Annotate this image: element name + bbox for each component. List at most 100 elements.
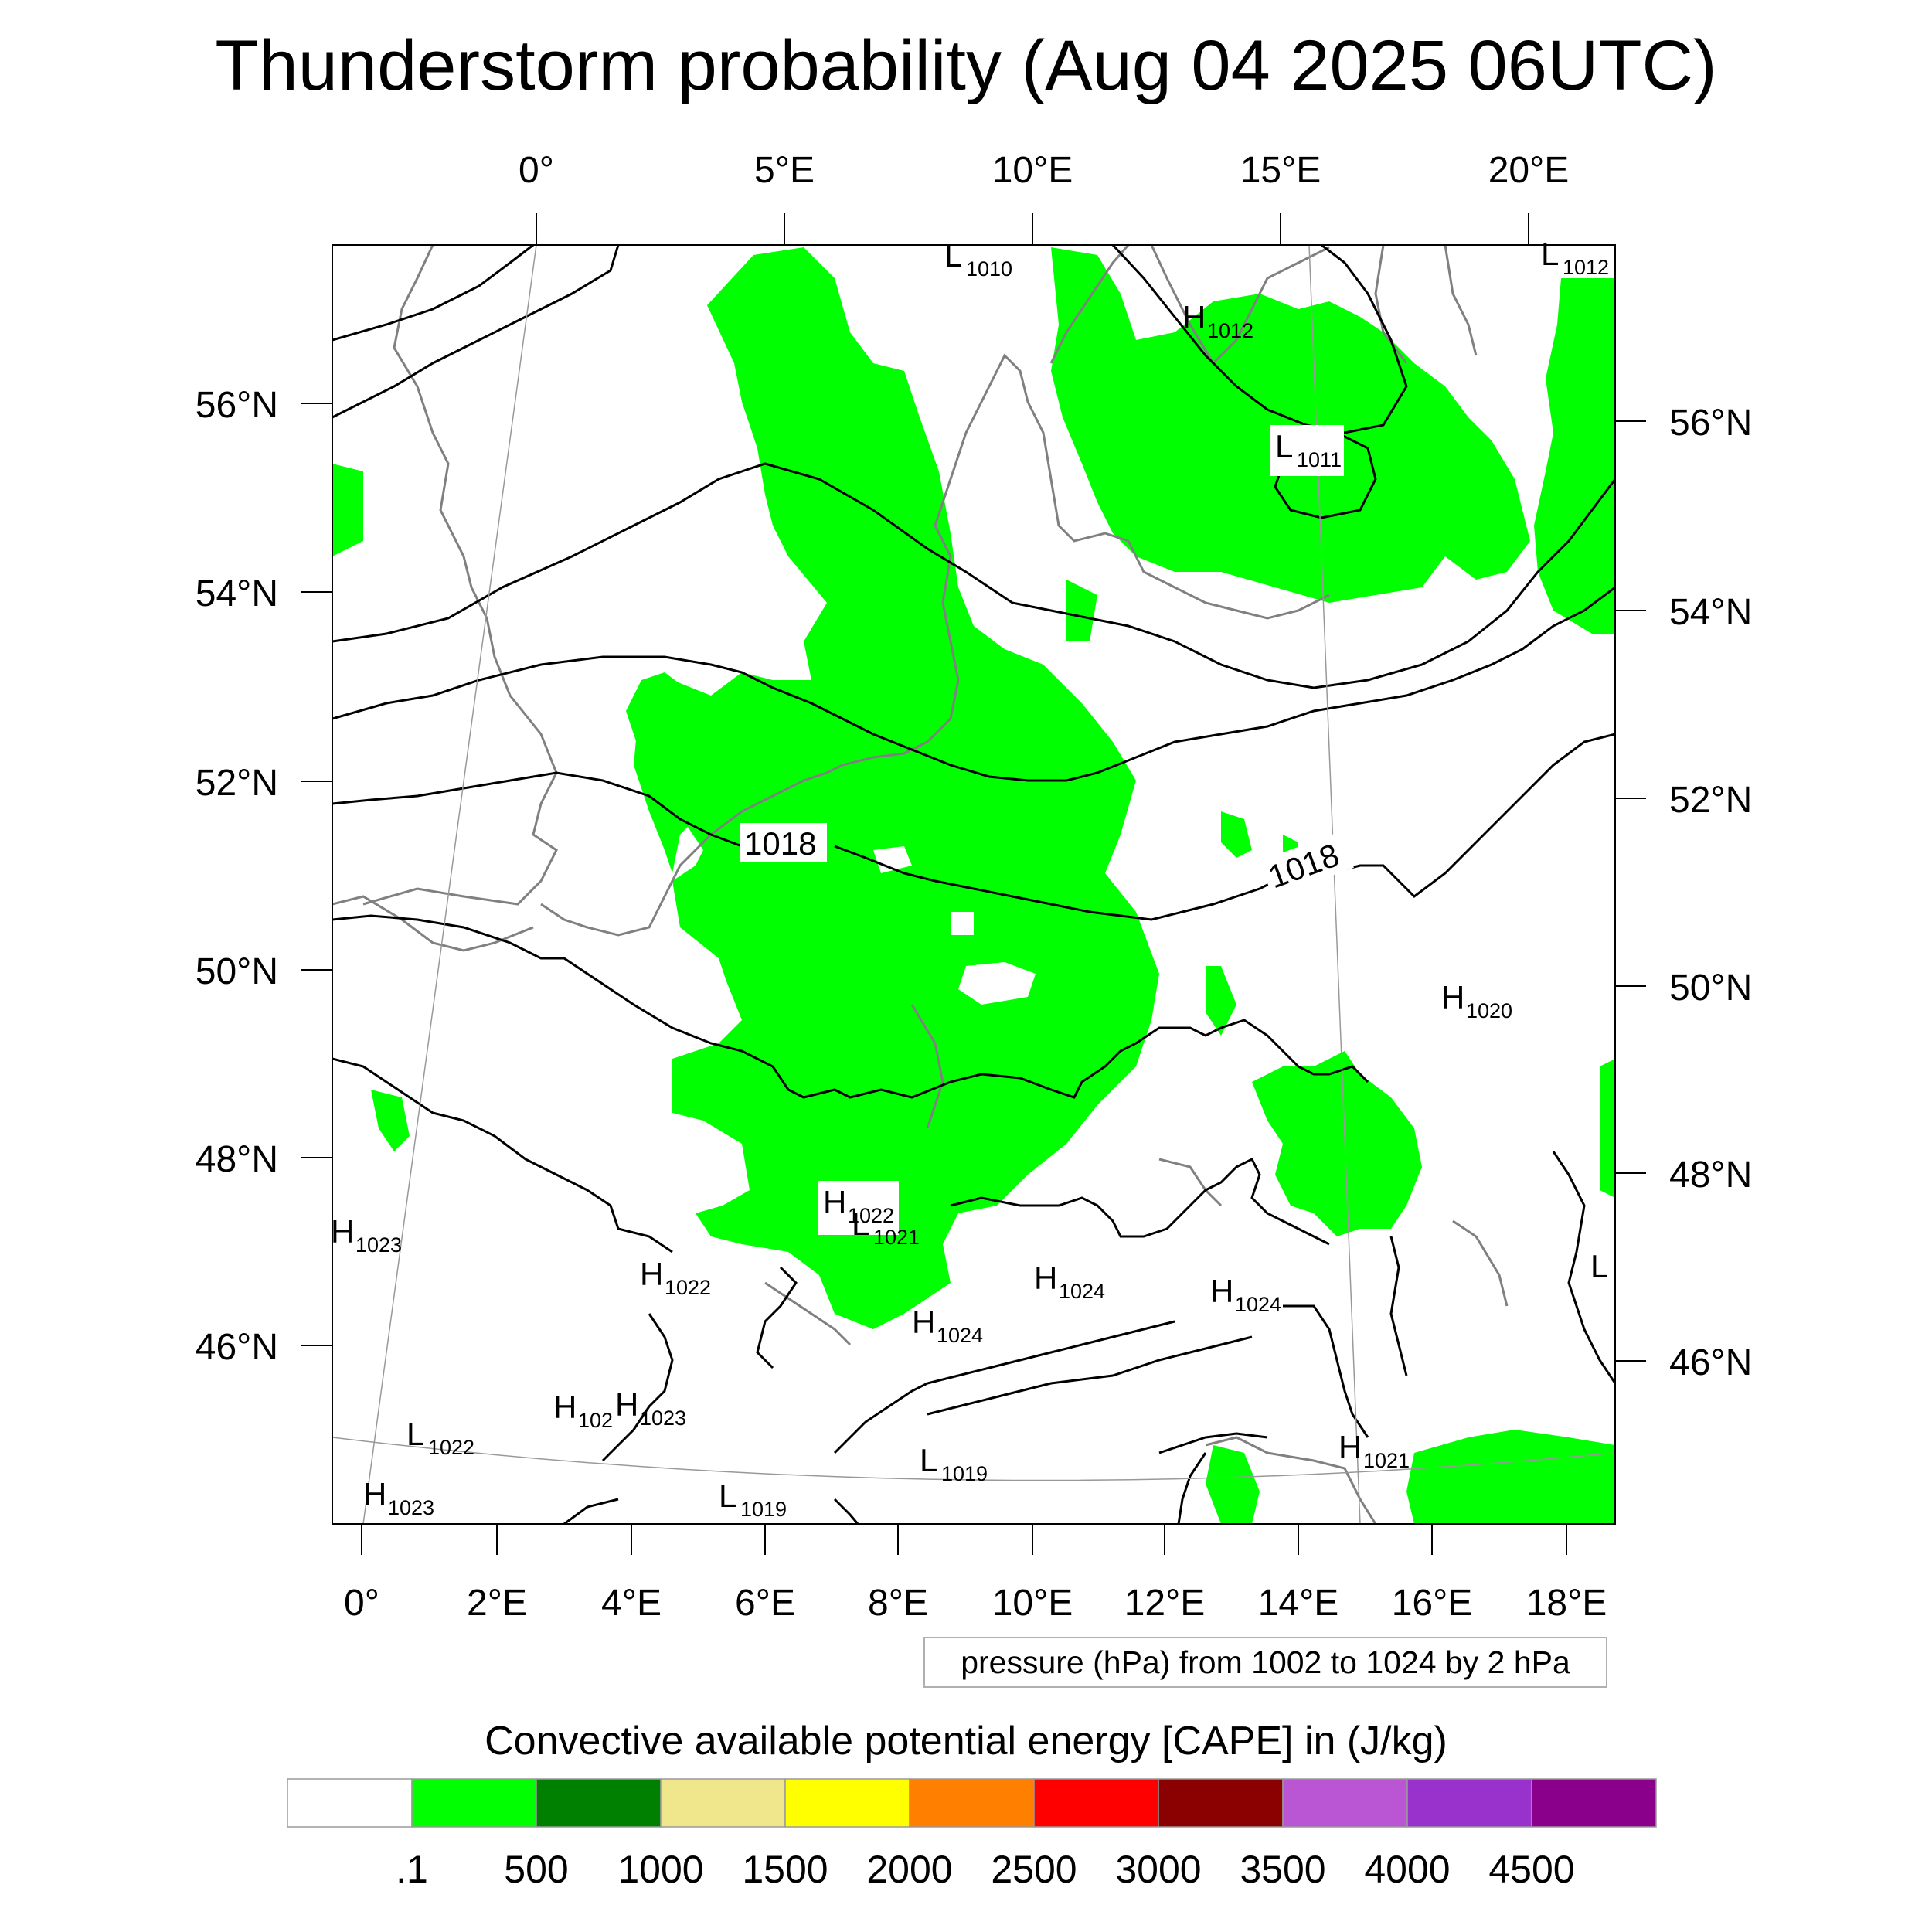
left-lat-label: 50°N [196, 951, 278, 992]
colorbar-swatch [1406, 1778, 1532, 1828]
right-lat-label: 50°N [1669, 968, 1752, 1009]
pressure-center-value: 1020 [1466, 999, 1512, 1022]
pressure-center-l: L 1011 [1270, 425, 1344, 476]
top-lon-label: 5°E [754, 150, 815, 191]
pressure-center-letter: H [1338, 1429, 1362, 1465]
pressure-center-h: H 1023 [331, 1213, 402, 1257]
colorbar-tick-label: 2000 [866, 1848, 952, 1891]
right-lat-label: 46°N [1669, 1342, 1752, 1383]
pressure-center-value: 102 [578, 1409, 613, 1432]
pressure-center-value: 1022 [428, 1436, 474, 1459]
colorbar-title: Convective available potential energy [C… [485, 1719, 1447, 1764]
pressure-center-h: H 1023 [363, 1476, 434, 1519]
pressure-center-letter: L [1541, 236, 1559, 272]
left-lat-label: 48°N [196, 1139, 278, 1180]
pressure-center-letter: L [1275, 428, 1293, 464]
pressure-center-l: L 1019 [920, 1442, 988, 1485]
pressure-center-h: H 1024 [912, 1304, 983, 1347]
pressure-center-value: 1021 [1363, 1449, 1410, 1472]
bottom-lon-label: 8°E [868, 1583, 928, 1624]
pressure-center-value: 1019 [941, 1462, 988, 1485]
pressure-center-letter: H [615, 1386, 638, 1423]
left-lat-labels: 56°N 54°N 52°N 50°N 48°N 46°N [196, 385, 278, 1368]
pressure-center-value: 1019 [740, 1498, 787, 1521]
pressure-centers: L 1010 L 1012 H 1012 L 1011 H 1020 H 102… [331, 236, 1609, 1521]
colorbar-tick-label: 1500 [742, 1848, 828, 1891]
top-lon-label: 15°E [1240, 150, 1321, 191]
pressure-center-letter: H [1182, 299, 1206, 335]
bottom-lon-label: 6°E [735, 1583, 795, 1624]
top-lon-label: 0° [519, 150, 554, 191]
left-lat-label: 54°N [196, 573, 278, 614]
pressure-center-h: H 1022 [640, 1256, 711, 1299]
pressure-center-letter: H [823, 1184, 846, 1220]
pressure-center-h: H 1012 [1182, 299, 1253, 342]
colorbar-tick-label: 3000 [1115, 1848, 1201, 1891]
left-lat-label: 56°N [196, 385, 278, 426]
right-lat-label: 56°N [1669, 403, 1752, 444]
bottom-lon-label: 12°E [1124, 1583, 1206, 1624]
pressure-center-value: 1024 [1059, 1280, 1105, 1303]
pressure-center-letter: L [944, 237, 962, 274]
pressure-center-h: H 1023 [615, 1386, 686, 1430]
top-lon-label: 20°E [1488, 150, 1570, 191]
pressure-center-l: L [1590, 1248, 1608, 1284]
pressure-center-letter: H [1210, 1273, 1233, 1309]
colorbar-tick-label: 1000 [617, 1848, 703, 1891]
colorbar-swatch [784, 1778, 910, 1828]
isobar-label: 1018 [744, 825, 816, 862]
pressure-center-value: 1023 [388, 1496, 434, 1519]
pressure-center-value: 1022 [665, 1276, 711, 1299]
bottom-lon-label: 16°E [1392, 1583, 1473, 1624]
pressure-center-h: H 1022 [818, 1181, 899, 1235]
colorbar: .1 500 1000 1500 2000 2500 3000 3500 4000 4500 [287, 1778, 1657, 1891]
colorbar-tick-label: .1 [396, 1848, 428, 1891]
colorbar-swatch [909, 1778, 1035, 1828]
pressure-center-letter: L [719, 1478, 736, 1514]
colorbar-tick-label: 500 [504, 1848, 568, 1891]
colorbar-tick-label: 4000 [1364, 1848, 1450, 1891]
pressure-center-letter: H [912, 1304, 935, 1340]
pressure-center-value: 1012 [1563, 256, 1609, 279]
pressure-center-l: L 1021 [852, 1206, 920, 1249]
pressure-center-letter: H [553, 1389, 577, 1425]
right-lat-label: 54°N [1669, 592, 1752, 633]
left-lat-label: 52°N [196, 763, 278, 804]
colorbar-swatch [1033, 1778, 1159, 1828]
map-title: Thunderstorm probability (Aug 04 2025 06… [215, 26, 1717, 105]
pressure-center-letter: H [1034, 1260, 1057, 1296]
colorbar-swatch [287, 1778, 413, 1828]
pressure-center-value: 1011 [1297, 448, 1342, 471]
top-ticks [536, 213, 1529, 245]
colorbar-swatch [1531, 1778, 1657, 1828]
colorbar-swatch [660, 1778, 786, 1828]
pressure-center-letter: H [1441, 979, 1464, 1015]
pressure-center-letter: H [331, 1213, 354, 1250]
pressure-center-h: H 1024 [1210, 1273, 1281, 1316]
bottom-lon-label: 14°E [1258, 1583, 1339, 1624]
colorbar-tick-label: 2500 [991, 1848, 1077, 1891]
pressure-center-value: 1023 [355, 1233, 402, 1257]
pressure-center-l: L 1019 [719, 1478, 787, 1521]
pressure-center-value: 1012 [1207, 319, 1253, 342]
colorbar-tick-label: 4500 [1488, 1848, 1574, 1891]
bottom-lon-label: 10°E [992, 1583, 1073, 1624]
colorbar-swatch [536, 1778, 662, 1828]
colorbar-swatch [1158, 1778, 1284, 1828]
pressure-center-letter: L [1590, 1248, 1608, 1284]
pressure-center-h: H 1021 [1338, 1429, 1410, 1472]
top-lon-label: 10°E [992, 150, 1073, 191]
contour-info-box: pressure (hPa) from 1002 to 1024 by 2 hP… [923, 1637, 1607, 1688]
colorbar-swatch [1282, 1778, 1408, 1828]
pressure-center-l: L 1010 [944, 237, 1012, 281]
colorbar-swatch [411, 1778, 537, 1828]
pressure-center-l: L 1012 [1541, 236, 1609, 279]
left-ticks [301, 403, 332, 1346]
pressure-center-letter: L [406, 1416, 424, 1452]
pressure-center-letter: H [363, 1476, 386, 1512]
isobars [332, 245, 1615, 1524]
bottom-ticks [361, 1524, 1567, 1555]
bottom-lon-label: 18°E [1526, 1583, 1607, 1624]
bottom-lon-labels: 0° 2°E 4°E 6°E 8°E 10°E 12°E 14°E 16°E 1… [344, 1583, 1607, 1624]
right-lat-label: 48°N [1669, 1155, 1752, 1196]
